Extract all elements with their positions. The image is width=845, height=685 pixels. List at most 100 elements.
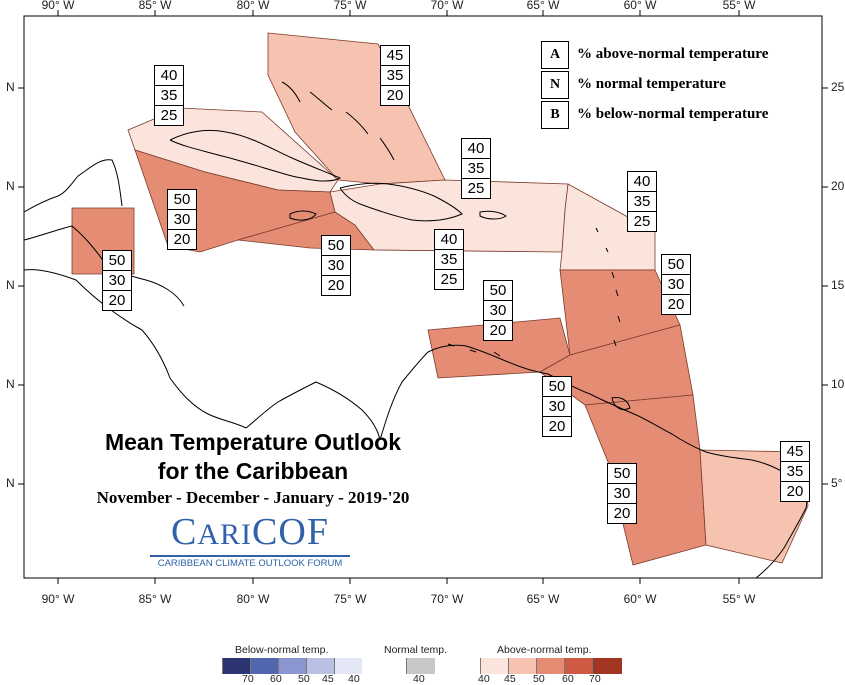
lon-label-bottom-2: 80° W <box>236 592 270 606</box>
legend-text: % normal temperature <box>577 76 726 92</box>
logo-subtitle: CARIBBEAN CLIMATE OUTLOOK FORUM <box>150 555 350 569</box>
prob-normal: 30 <box>662 275 690 295</box>
lon-label-bottom-5: 65° W <box>526 592 560 606</box>
lon-label-bottom-3: 75° W <box>333 592 367 606</box>
prob-below: 20 <box>667 296 685 313</box>
prob-above: 50 <box>662 255 690 275</box>
lon-label-top-6: 60° W <box>623 0 657 12</box>
colorbar-above-tick-1: 45 <box>504 673 516 685</box>
prob-box-cuba: 40 35 25 <box>154 65 184 126</box>
colorbar-normal-swatch <box>406 658 435 674</box>
logo-name-cof: COF <box>252 511 329 553</box>
colorbar-above-tick-0: 40 <box>478 673 490 685</box>
legend-row-below: B % below-normal temperature <box>541 100 806 129</box>
prob-above: 40 <box>628 172 656 192</box>
lon-label-top-5: 65° W <box>526 0 560 12</box>
lat-label-right-0: 25 <box>831 80 845 94</box>
lat-label-left-0: N <box>6 80 15 94</box>
prob-normal: 30 <box>484 301 512 321</box>
colorbar-below-swatch-4 <box>334 658 362 674</box>
logo-name-c: C <box>171 511 198 553</box>
prob-below: 20 <box>173 231 191 248</box>
colorbar-above-swatch-3 <box>564 658 592 674</box>
colorbar-below-tick-4: 40 <box>348 673 360 685</box>
map-tick-marks <box>18 10 828 584</box>
prob-box-abc-islands: 50 30 20 <box>483 280 513 341</box>
colorbar-below-swatch-0 <box>222 658 250 674</box>
lat-label-left-4: N <box>6 476 15 490</box>
prob-normal: 35 <box>628 192 656 212</box>
prob-above: 40 <box>435 230 463 250</box>
prob-normal: 30 <box>608 484 636 504</box>
prob-below: 20 <box>386 87 404 104</box>
map-period: November - December - January - 2019-'20 <box>96 488 410 507</box>
prob-normal: 35 <box>435 250 463 270</box>
prob-box-guyana: 50 30 20 <box>607 463 637 524</box>
prob-normal: 30 <box>168 210 196 230</box>
prob-normal: 30 <box>103 271 131 291</box>
prob-above: 40 <box>155 66 183 86</box>
lon-label-top-7: 55° W <box>722 0 756 12</box>
prob-above: 45 <box>381 46 409 66</box>
map-legend: A % above-normal temperature N % normal … <box>541 40 806 130</box>
lat-label-left-1: N <box>6 179 15 193</box>
prob-below: 25 <box>633 213 651 230</box>
prob-above: 50 <box>103 251 131 271</box>
prob-normal: 30 <box>543 397 571 417</box>
prob-normal: 35 <box>462 159 490 179</box>
colorbar-below-tick-1: 60 <box>270 673 282 685</box>
colorbar-below-swatch-2 <box>278 658 306 674</box>
caricof-logo: CARICOF CARIBBEAN CLIMATE OUTLOOK FORUM <box>150 512 350 569</box>
map-title-line1: Mean Temperature Outlook <box>104 429 402 455</box>
colorbar-above-tick-4: 70 <box>589 673 601 685</box>
colorbar-below-title: Below-normal temp. <box>235 644 329 656</box>
map-title-block: Mean Temperature Outlook for the Caribbe… <box>58 428 448 508</box>
prob-box-leeward: 40 35 25 <box>627 171 657 232</box>
legend-text: % below-normal temperature <box>577 106 769 122</box>
prob-below: 20 <box>489 322 507 339</box>
colorbar-below-swatch-1 <box>250 658 278 674</box>
prob-below: 20 <box>327 277 345 294</box>
logo-name: CARICOF <box>150 512 350 555</box>
lat-label-right-2: 15 <box>831 278 845 292</box>
lat-label-left-3: N <box>6 377 15 391</box>
prob-box-belize: 50 30 20 <box>102 250 132 311</box>
lon-label-top-0: 90° W <box>41 0 75 12</box>
legend-key: N <box>541 70 569 99</box>
prob-normal: 35 <box>781 462 809 482</box>
colorbar-below-tick-2: 50 <box>298 673 310 685</box>
prob-box-windward: 50 30 20 <box>661 254 691 315</box>
prob-normal: 30 <box>322 256 350 276</box>
prob-above: 50 <box>168 190 196 210</box>
legend-row-normal: N % normal temperature <box>541 70 806 99</box>
prob-below: 20 <box>548 418 566 435</box>
colorbar-above-tick-2: 50 <box>533 673 545 685</box>
colorbar-above-swatch-1 <box>508 658 536 674</box>
prob-above: 50 <box>484 281 512 301</box>
map-title-line2: for the Caribbean <box>157 458 349 484</box>
legend-text: % above-normal temperature <box>577 46 769 62</box>
lon-label-bottom-1: 85° W <box>138 592 172 606</box>
lat-label-left-2: N <box>6 278 15 292</box>
colorbar-below-tick-3: 45 <box>322 673 334 685</box>
prob-above: 40 <box>462 139 490 159</box>
prob-above: 50 <box>322 236 350 256</box>
prob-below: 25 <box>440 271 458 288</box>
logo-name-ari: ARI <box>197 518 253 551</box>
prob-box-cayman-west: 50 30 20 <box>167 189 197 250</box>
prob-box-hispaniola: 40 35 25 <box>434 229 464 290</box>
prob-box-bahamas: 45 35 20 <box>380 45 410 106</box>
colorbar-normal-tick-0: 40 <box>413 673 425 685</box>
lat-label-right-1: 20 <box>831 179 845 193</box>
lon-label-bottom-0: 90° W <box>41 592 75 606</box>
prob-above: 50 <box>608 464 636 484</box>
prob-normal: 35 <box>381 66 409 86</box>
colorbar-above-swatch-2 <box>536 658 564 674</box>
lat-label-right-3: 10 <box>831 377 845 391</box>
legend-key: B <box>541 100 569 129</box>
colorbar-above-swatch-4 <box>592 658 622 674</box>
lon-label-bottom-4: 70° W <box>430 592 464 606</box>
prob-box-trinidad: 50 30 20 <box>542 376 572 437</box>
colorbar-below-tick-0: 70 <box>242 673 254 685</box>
lon-label-top-1: 85° W <box>138 0 172 12</box>
